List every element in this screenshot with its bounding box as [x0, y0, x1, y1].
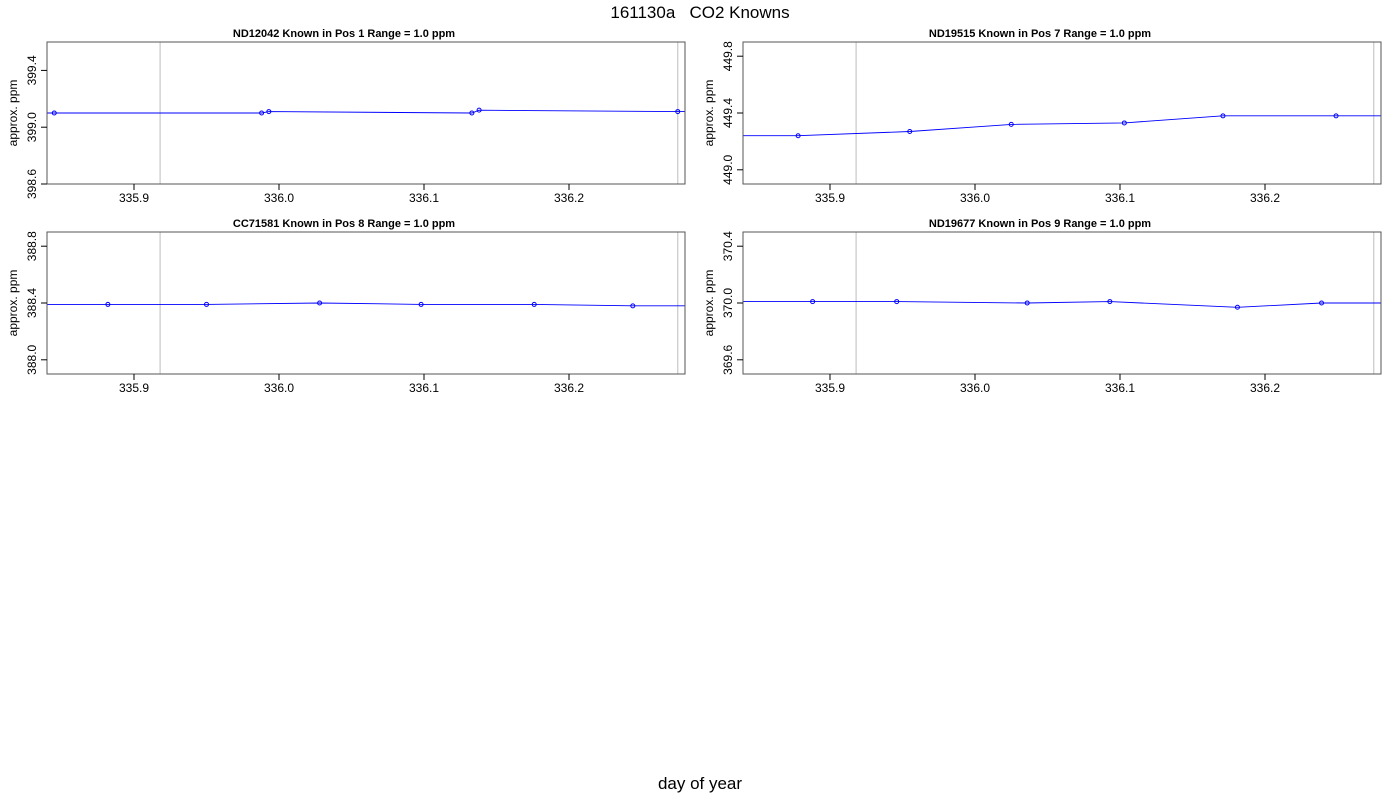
x-tick-label: 336.1 — [1105, 381, 1135, 395]
data-point — [317, 300, 323, 306]
y-tick-label: 370.0 — [721, 288, 735, 318]
series-line — [743, 115, 1381, 137]
data-point — [1333, 113, 1339, 119]
data-point — [105, 301, 111, 307]
plot-frame — [46, 231, 686, 375]
x-tick-label: 335.9 — [815, 191, 845, 205]
data-point — [418, 301, 424, 307]
y-tick-label: 398.6 — [25, 169, 39, 199]
chart-panel-4: ND19677 Known in Pos 9 Range = 1.0 ppm 33… — [702, 218, 1382, 395]
plot-frame — [742, 41, 1382, 185]
y-axis-label: approx. ppm — [6, 80, 20, 147]
data-point — [1121, 120, 1127, 126]
x-tick-label: 336.2 — [1250, 381, 1280, 395]
x-tick-label: 336.0 — [264, 381, 294, 395]
y-tick-label: 388.8 — [25, 231, 39, 261]
y-tick-label: 388.4 — [25, 288, 39, 318]
x-axis-label: day of year — [657, 774, 743, 793]
panel-title: ND19515 Known in Pos 7 Range = 1.0 ppm — [929, 28, 1151, 40]
figure-title: 161130a CO2 Knowns — [610, 3, 790, 22]
x-tick-label: 336.2 — [1250, 191, 1280, 205]
chart-panel-1: ND12042 Known in Pos 1 Range = 1.0 ppm 33… — [6, 28, 686, 205]
data-point — [259, 110, 265, 116]
y-axis-label: approx. ppm — [702, 80, 716, 147]
series-line — [743, 301, 1381, 308]
data-point — [469, 110, 475, 116]
y-tick-label: 449.0 — [721, 154, 735, 184]
data-point — [810, 299, 816, 305]
data-point — [907, 128, 913, 134]
plot-frame — [742, 231, 1382, 375]
x-tick-label: 335.9 — [119, 191, 149, 205]
x-tick-label: 335.9 — [119, 381, 149, 395]
y-axis-label: approx. ppm — [702, 270, 716, 337]
series-line — [47, 302, 685, 307]
x-tick-label: 336.0 — [960, 381, 990, 395]
data-point — [1008, 121, 1014, 127]
data-point — [675, 109, 681, 115]
series-line — [47, 109, 685, 114]
x-tick-label: 335.9 — [815, 381, 845, 395]
plot-frame — [46, 41, 686, 185]
data-point — [1024, 300, 1030, 306]
x-tick-label: 336.1 — [409, 191, 439, 205]
x-tick-label: 336.1 — [409, 381, 439, 395]
data-point — [51, 110, 57, 116]
data-point — [630, 303, 636, 309]
chart-panel-2: ND19515 Known in Pos 7 Range = 1.0 ppm 33… — [702, 28, 1382, 205]
panel-title: ND12042 Known in Pos 1 Range = 1.0 ppm — [233, 28, 455, 40]
y-tick-label: 399.4 — [25, 55, 39, 85]
data-point — [1220, 113, 1226, 119]
y-tick-label: 369.6 — [721, 344, 735, 374]
data-point — [1319, 300, 1325, 306]
x-tick-label: 336.1 — [1105, 191, 1135, 205]
data-point — [476, 107, 482, 113]
x-tick-label: 336.2 — [554, 191, 584, 205]
y-tick-label: 449.4 — [721, 98, 735, 128]
y-tick-label: 449.8 — [721, 41, 735, 71]
data-point — [795, 133, 801, 139]
chart-panel-3: CC71581 Known in Pos 8 Range = 1.0 ppm 33… — [6, 218, 686, 395]
y-tick-label: 399.0 — [25, 112, 39, 142]
data-point — [531, 301, 537, 307]
data-point — [1107, 299, 1113, 305]
y-tick-label: 370.4 — [721, 231, 735, 261]
data-point — [894, 299, 900, 305]
panel-title: ND19677 Known in Pos 9 Range = 1.0 ppm — [929, 218, 1151, 230]
x-tick-label: 336.0 — [264, 191, 294, 205]
x-tick-label: 336.0 — [960, 191, 990, 205]
data-point — [266, 109, 272, 115]
data-point — [204, 301, 209, 307]
y-axis-label: approx. ppm — [6, 270, 20, 337]
x-tick-label: 336.2 — [554, 381, 584, 395]
y-tick-label: 388.0 — [25, 344, 39, 374]
data-point — [1234, 304, 1240, 310]
panel-title: CC71581 Known in Pos 8 Range = 1.0 ppm — [233, 218, 455, 230]
